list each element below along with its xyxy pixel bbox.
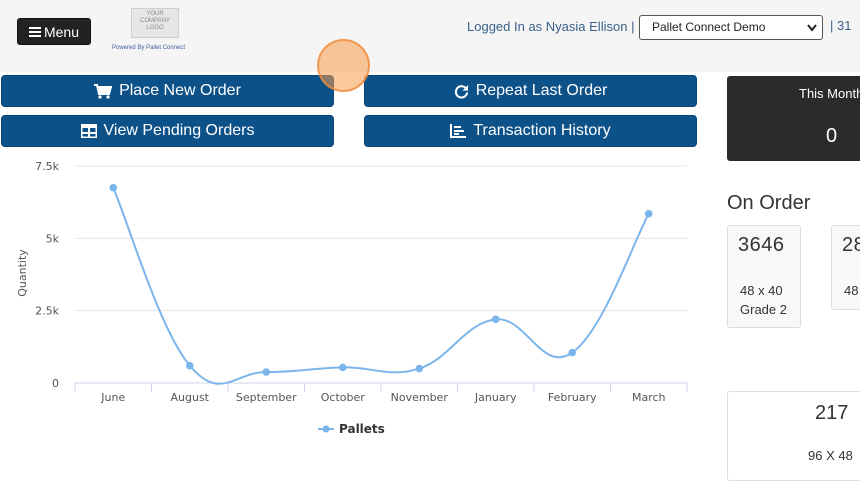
x-tick-label: October [321, 391, 365, 404]
trailing-text: | 31 [830, 18, 852, 33]
inventory-qty: 217 [815, 402, 849, 424]
x-tick-label: February [548, 391, 597, 404]
on-order-qty: 28 [842, 234, 860, 256]
hamburger-icon [28, 24, 41, 40]
inventory-card[interactable]: 217 96 X 48 [727, 391, 860, 481]
on-order-card[interactable]: 28 48 [831, 225, 860, 310]
this-month-label: This Month [799, 86, 860, 101]
powered-by-text: Powered By Pallet Connect [112, 45, 186, 51]
chart-x-axis: June August September October November Januar… [74, 382, 688, 404]
on-order-grade: Grade 2 [740, 302, 787, 317]
chart-y-ticks: 0 2.5k 5k 7.5k [35, 160, 59, 390]
menu-button[interactable]: Menu [17, 18, 91, 45]
data-point[interactable] [338, 363, 347, 372]
y-tick-label: 7.5k [35, 160, 59, 173]
logged-in-text: Logged In as Nyasia Ellison [467, 19, 628, 34]
legend-label-pallets: Pallets [339, 422, 385, 436]
login-status: Logged In as Nyasia Ellison | [467, 19, 634, 34]
y-tick-label: 5k [46, 232, 60, 245]
y-axis-label: Quantity [16, 249, 29, 297]
x-tick-label: November [391, 391, 449, 404]
series-line-pallets [112, 187, 650, 385]
data-point[interactable] [262, 368, 271, 376]
place-new-order-button[interactable]: Place New Order [1, 75, 334, 107]
legend-marker [322, 425, 330, 433]
bar-chart-icon [450, 124, 467, 138]
top-bar: Menu YOUR COMPANY LOGO Powered By Pallet… [0, 0, 860, 72]
quantity-chart: 0 2.5k 5k 7.5k Quantity June August September… [16, 160, 688, 436]
cursor-indicator [317, 39, 370, 92]
cart-icon [94, 83, 113, 99]
account-select-value: Pallet Connect Demo [652, 20, 766, 34]
x-tick-label: January [474, 391, 517, 404]
refresh-icon [454, 84, 469, 99]
view-pending-orders-label: View Pending Orders [103, 122, 255, 139]
x-tick-label: June [100, 391, 125, 404]
this-month-value: 0 [826, 125, 838, 147]
x-tick-label: August [171, 391, 210, 404]
repeat-last-order-button[interactable]: Repeat Last Order [364, 75, 697, 107]
on-order-title: On Order [727, 192, 811, 214]
place-new-order-label: Place New Order [119, 82, 241, 99]
y-tick-label: 0 [52, 377, 59, 390]
chevron-down-icon [807, 16, 817, 48]
view-pending-orders-button[interactable]: View Pending Orders [1, 115, 334, 147]
logo-line-3: LOGO [146, 25, 164, 31]
x-tick-label: September [236, 391, 297, 404]
data-point[interactable] [644, 209, 653, 218]
on-order-size: 48 [844, 283, 859, 298]
data-point[interactable] [415, 364, 424, 373]
transaction-history-label: Transaction History [473, 122, 611, 139]
menu-label: Menu [43, 23, 80, 40]
data-point[interactable] [185, 361, 194, 370]
company-logo: YOUR COMPANY LOGO [131, 8, 179, 38]
inventory-size: 96 X 48 [808, 448, 853, 463]
series-points [109, 183, 653, 376]
on-order-size: 48 x 40 [740, 283, 783, 298]
account-select[interactable]: Pallet Connect Demo [639, 15, 823, 40]
data-point[interactable] [109, 183, 118, 192]
chart-gridlines [75, 165, 687, 312]
repeat-last-order-label: Repeat Last Order [475, 82, 608, 99]
x-tick-label: March [632, 391, 666, 404]
logo-line-1: YOUR [146, 11, 164, 17]
this-month-card: This Month 0 [727, 76, 860, 161]
on-order-card[interactable]: 3646 48 x 40 Grade 2 [727, 225, 801, 328]
y-tick-label: 2.5k [35, 305, 59, 318]
chart-legend[interactable]: Pallets [318, 422, 385, 436]
separator: | [631, 19, 635, 34]
data-point[interactable] [491, 315, 500, 324]
data-point[interactable] [568, 348, 577, 357]
transaction-history-button[interactable]: Transaction History [364, 115, 697, 147]
on-order-qty: 3646 [738, 234, 785, 256]
logo-line-2: COMPANY [140, 18, 170, 24]
table-icon [80, 124, 97, 138]
